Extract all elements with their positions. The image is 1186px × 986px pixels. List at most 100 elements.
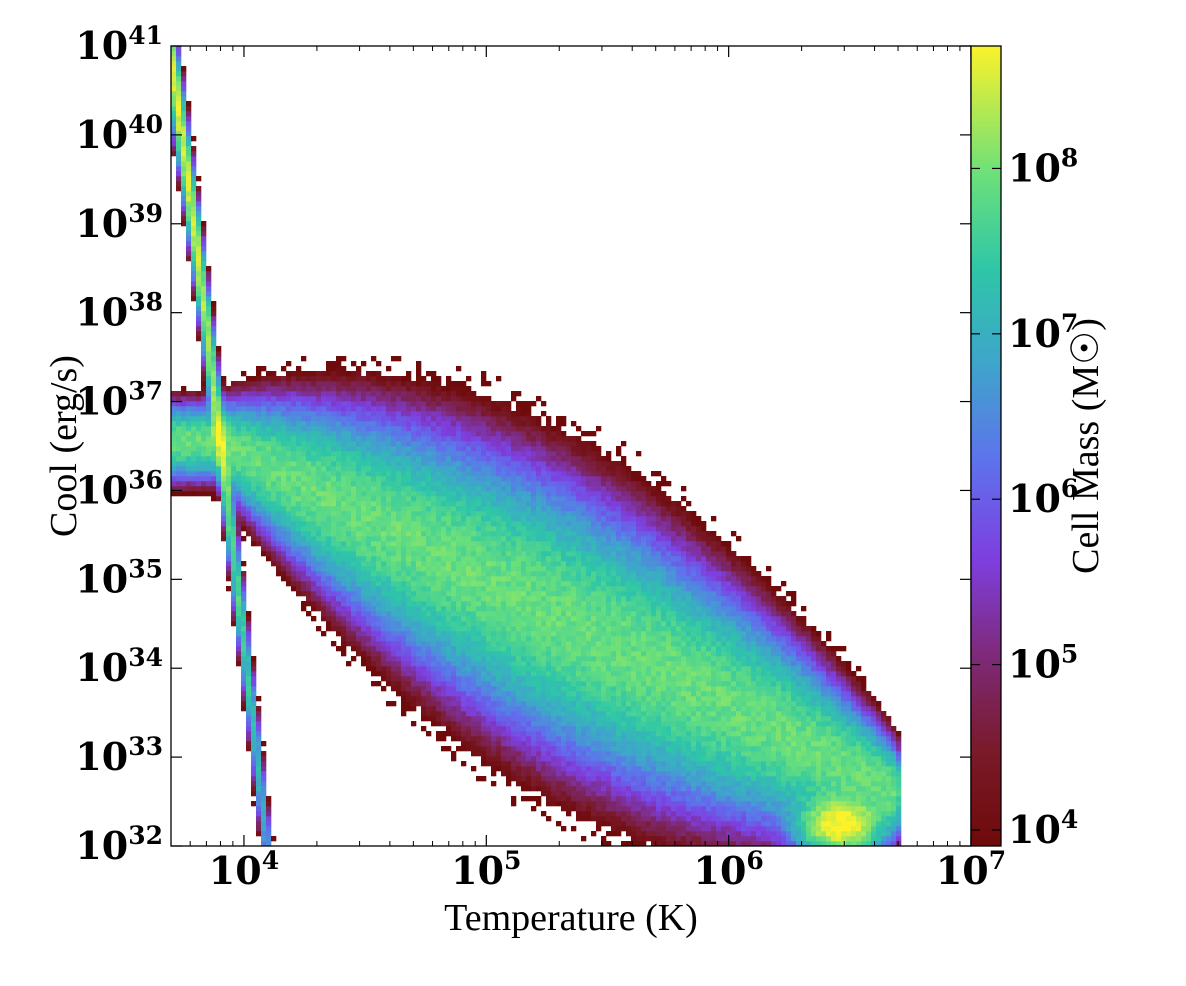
heatmap-cell — [416, 526, 422, 532]
heatmap-cell — [351, 636, 357, 642]
heatmap-cell — [461, 566, 467, 572]
heatmap-cell — [266, 416, 272, 422]
heatmap-cell — [446, 386, 452, 392]
heatmap-cell — [341, 456, 347, 462]
heatmap-cell — [386, 606, 392, 612]
heatmap-cell — [391, 416, 397, 422]
heatmap-cell — [391, 486, 397, 492]
heatmap-cell — [536, 796, 542, 802]
heatmap-cell — [461, 581, 467, 587]
heatmap-cell — [541, 686, 547, 692]
heatmap-cell — [506, 781, 512, 787]
heatmap-cell — [551, 511, 557, 517]
heatmap-cell — [266, 806, 272, 812]
heatmap-cell — [556, 571, 562, 577]
heatmap-cell — [251, 681, 257, 687]
heatmap-cell — [186, 491, 192, 497]
heatmap-cell — [296, 371, 302, 377]
heatmap-cell — [306, 546, 312, 552]
heatmap-cell — [436, 626, 442, 632]
heatmap-cell — [376, 466, 382, 472]
heatmap-cell — [346, 571, 352, 577]
heatmap-cell — [561, 596, 567, 602]
heatmap-cell — [286, 481, 292, 487]
heatmap-cell — [191, 446, 197, 452]
heatmap-cell — [301, 481, 307, 487]
heatmap-cell — [531, 641, 537, 647]
heatmap-cell — [386, 486, 392, 492]
heatmap-cell — [271, 406, 277, 412]
heatmap-cell — [541, 706, 547, 712]
heatmap-cell — [521, 441, 527, 447]
heatmap-cell — [436, 706, 442, 712]
heatmap-cell — [306, 581, 312, 587]
heatmap-cell — [541, 471, 547, 477]
heatmap-cell — [416, 426, 422, 432]
heatmap-cell — [531, 771, 537, 777]
heatmap-cell — [236, 521, 242, 527]
heatmap-cell — [456, 446, 462, 452]
heatmap-cell — [201, 271, 207, 277]
heatmap-cell — [361, 521, 367, 527]
heatmap-cell — [406, 496, 412, 502]
heatmap-cell — [441, 676, 447, 682]
heatmap-cell — [211, 311, 217, 317]
heatmap-cell — [261, 816, 267, 822]
heatmap-cell — [281, 536, 287, 542]
heatmap-cell — [431, 401, 437, 407]
heatmap-cell — [316, 536, 322, 542]
heatmap-cell — [546, 616, 552, 622]
heatmap-cell — [346, 641, 352, 647]
heatmap-cell — [571, 761, 577, 767]
heatmap-cell — [486, 676, 492, 682]
heatmap-cell — [516, 646, 522, 652]
heatmap-cell — [326, 396, 332, 402]
heatmap-cell — [516, 661, 522, 667]
heatmap-cell — [341, 356, 347, 362]
heatmap-cell — [501, 606, 507, 612]
heatmap-cell — [476, 441, 482, 447]
heatmap-cell — [466, 546, 472, 552]
heatmap-cell — [346, 536, 352, 542]
heatmap-cell — [511, 636, 517, 642]
heatmap-cell — [496, 581, 502, 587]
heatmap-cell — [491, 446, 497, 452]
heatmap-cell — [331, 641, 337, 647]
heatmap-cell — [481, 506, 487, 512]
heatmap-cell — [471, 661, 477, 667]
heatmap-cell — [461, 461, 467, 467]
heatmap-cell — [396, 571, 402, 577]
heatmap-cell — [481, 421, 487, 427]
heatmap-cell — [571, 566, 577, 572]
heatmap-cell — [556, 706, 562, 712]
heatmap-cell — [481, 676, 487, 682]
heatmap-cell — [506, 671, 512, 677]
heatmap-cell — [471, 746, 477, 752]
heatmap-cell — [536, 741, 542, 747]
heatmap-cell — [296, 416, 302, 422]
heatmap-cell — [291, 421, 297, 427]
heatmap-cell — [436, 431, 442, 437]
heatmap-cell — [461, 626, 467, 632]
heatmap-cell — [416, 471, 422, 477]
heatmap-cell — [436, 486, 442, 492]
heatmap-cell — [301, 391, 307, 397]
heatmap-cell — [316, 586, 322, 592]
heatmap-cell — [341, 401, 347, 407]
heatmap-cell — [476, 681, 482, 687]
heatmap-cell — [206, 366, 212, 372]
heatmap-cell — [546, 576, 552, 582]
heatmap-cell — [421, 701, 427, 707]
heatmap-cell — [476, 576, 482, 582]
heatmap-cell — [371, 621, 377, 627]
heatmap-cell — [431, 426, 437, 432]
heatmap-cell — [201, 351, 207, 357]
heatmap-cell — [516, 631, 522, 637]
heatmap-cell — [466, 496, 472, 502]
heatmap-cell — [296, 526, 302, 532]
heatmap-cell — [516, 586, 522, 592]
heatmap-cell — [556, 771, 562, 777]
heatmap-cell — [431, 561, 437, 567]
heatmap-cell — [336, 481, 342, 487]
heatmap-cell — [466, 731, 472, 737]
